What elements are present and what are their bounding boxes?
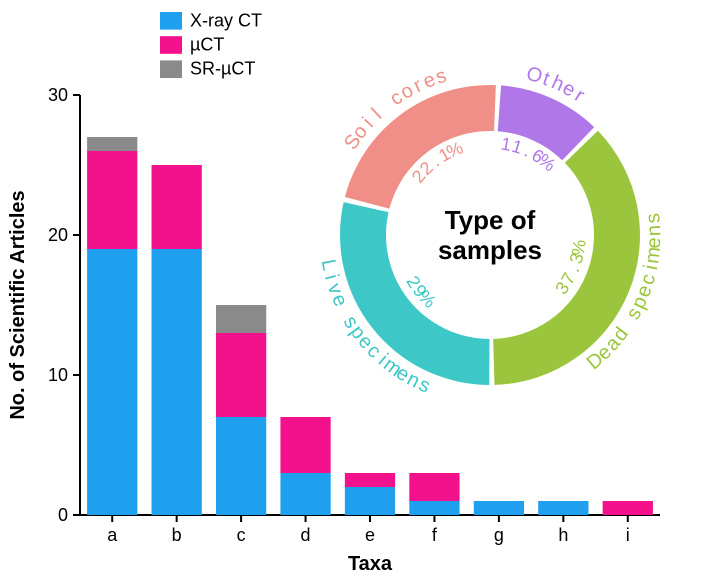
legend-label: X-ray CT	[190, 10, 262, 30]
chart-container: 0 10 20 30 No. of Scientific Articles a b c d e f g…	[0, 0, 709, 586]
bar-segment	[409, 501, 459, 515]
x-tick-label: d	[301, 525, 311, 545]
y-tick-label: 10	[48, 365, 68, 385]
x-tick-label: g	[494, 525, 504, 545]
x-axis-label: Taxa	[348, 553, 393, 575]
x-tick-label: f	[432, 525, 438, 545]
y-axis-label: No. of Scientific Articles	[7, 190, 29, 419]
x-tick-label: i	[626, 525, 630, 545]
bar-segment	[603, 501, 653, 515]
bar-segment	[538, 501, 588, 515]
bar-segment	[216, 417, 266, 515]
svg-text:e: e	[643, 237, 666, 249]
donut-title-line2: samples	[438, 235, 542, 265]
legend-swatch	[160, 60, 182, 78]
svg-text:l: l	[368, 104, 386, 123]
svg-text:%: %	[568, 238, 590, 257]
donut-title-line1: Type of	[445, 205, 536, 235]
x-tick-label: e	[365, 525, 375, 545]
bar-segment	[280, 473, 330, 515]
figure-svg: 0 10 20 30 No. of Scientific Articles a b c d e f g…	[0, 0, 709, 586]
bar-segment	[280, 417, 330, 473]
x-tick-label: a	[107, 525, 118, 545]
legend-swatch	[160, 36, 182, 54]
svg-text:s: s	[642, 212, 665, 224]
donut-segment	[345, 85, 496, 209]
x-tick-label: b	[172, 525, 182, 545]
legend-swatch	[160, 12, 182, 30]
bar-segment	[474, 501, 524, 515]
bar-segment	[152, 165, 202, 249]
svg-text:i: i	[320, 272, 342, 282]
y-tick-label: 30	[48, 85, 68, 105]
bar-segment	[152, 249, 202, 515]
bar-segment	[345, 473, 395, 487]
bar-segment	[87, 151, 137, 249]
bar-segment	[345, 487, 395, 515]
legend-label: SR-µCT	[190, 59, 255, 79]
y-tick-label: 20	[48, 225, 68, 245]
bar-segment	[216, 333, 266, 417]
x-tick-label: h	[558, 525, 568, 545]
bar-segment	[216, 305, 266, 333]
x-tick-label: c	[237, 525, 246, 545]
bar-segment	[87, 137, 137, 151]
bar-segment	[87, 249, 137, 515]
svg-text:L: L	[317, 258, 341, 273]
bar-segment	[409, 473, 459, 501]
legend-label: µCT	[190, 35, 224, 55]
y-tick-label: 0	[58, 505, 68, 525]
svg-text:n: n	[643, 225, 665, 237]
